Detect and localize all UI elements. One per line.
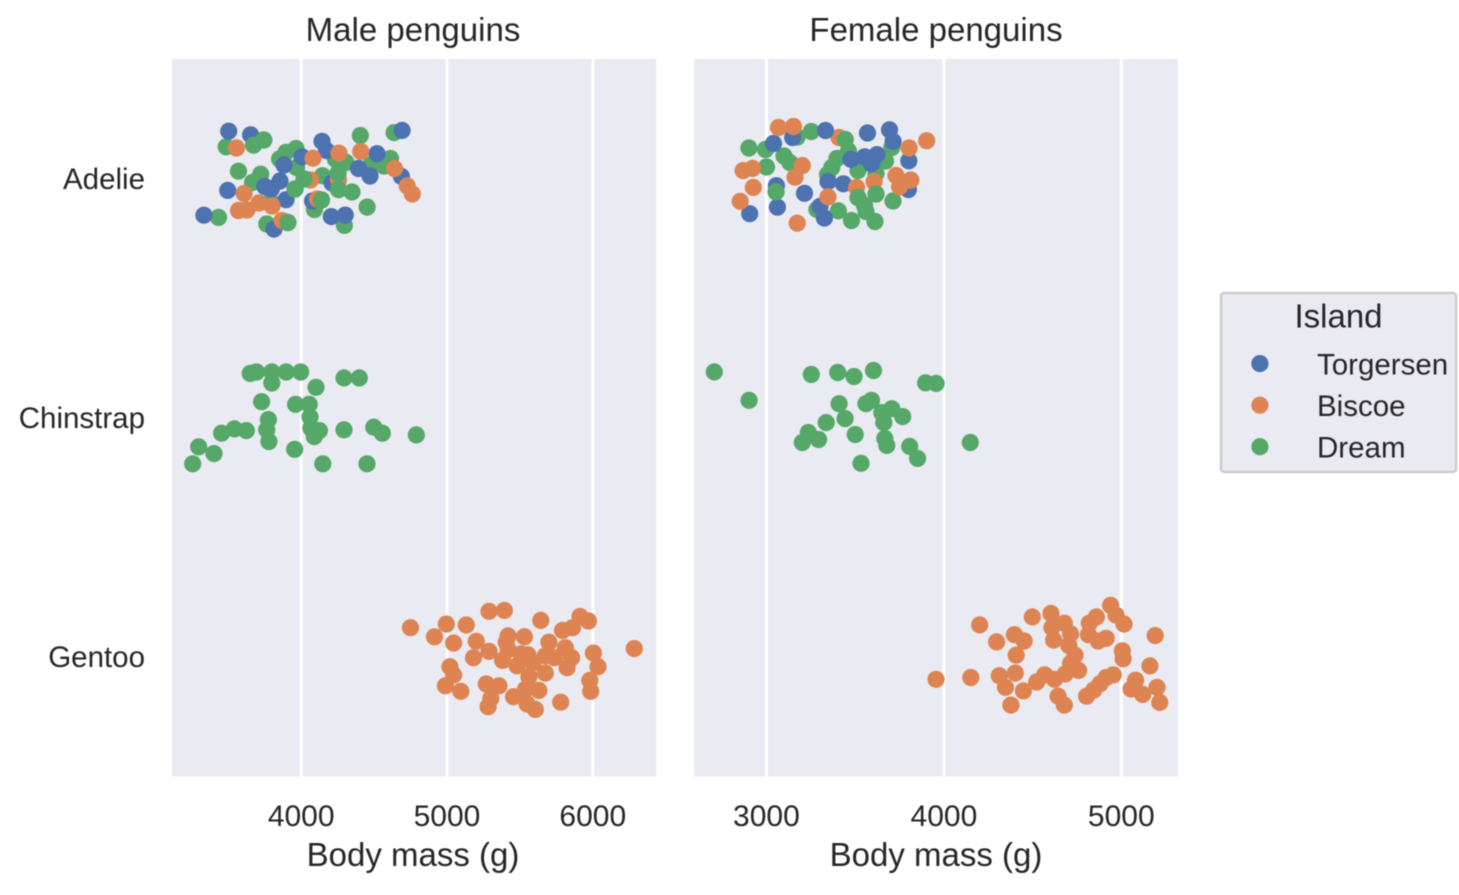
svg-text:Body mass (g): Body mass (g)	[307, 836, 520, 873]
svg-text:5000: 5000	[414, 800, 481, 833]
svg-text:Adelie: Adelie	[63, 163, 145, 196]
svg-text:Female penguins: Female penguins	[809, 11, 1062, 48]
svg-text:6000: 6000	[559, 800, 626, 833]
svg-text:4000: 4000	[911, 800, 978, 833]
svg-text:Dream: Dream	[1317, 432, 1406, 465]
svg-text:5000: 5000	[1088, 800, 1155, 833]
svg-text:4000: 4000	[268, 800, 335, 833]
svg-text:Chinstrap: Chinstrap	[19, 402, 145, 435]
svg-text:Gentoo: Gentoo	[48, 641, 145, 674]
svg-text:Torgersen: Torgersen	[1317, 349, 1448, 382]
svg-text:Body mass (g): Body mass (g)	[830, 836, 1043, 873]
svg-text:3000: 3000	[733, 800, 800, 833]
svg-text:Biscoe: Biscoe	[1317, 390, 1406, 423]
svg-text:Male penguins: Male penguins	[306, 11, 521, 48]
svg-text:Island: Island	[1294, 298, 1382, 335]
